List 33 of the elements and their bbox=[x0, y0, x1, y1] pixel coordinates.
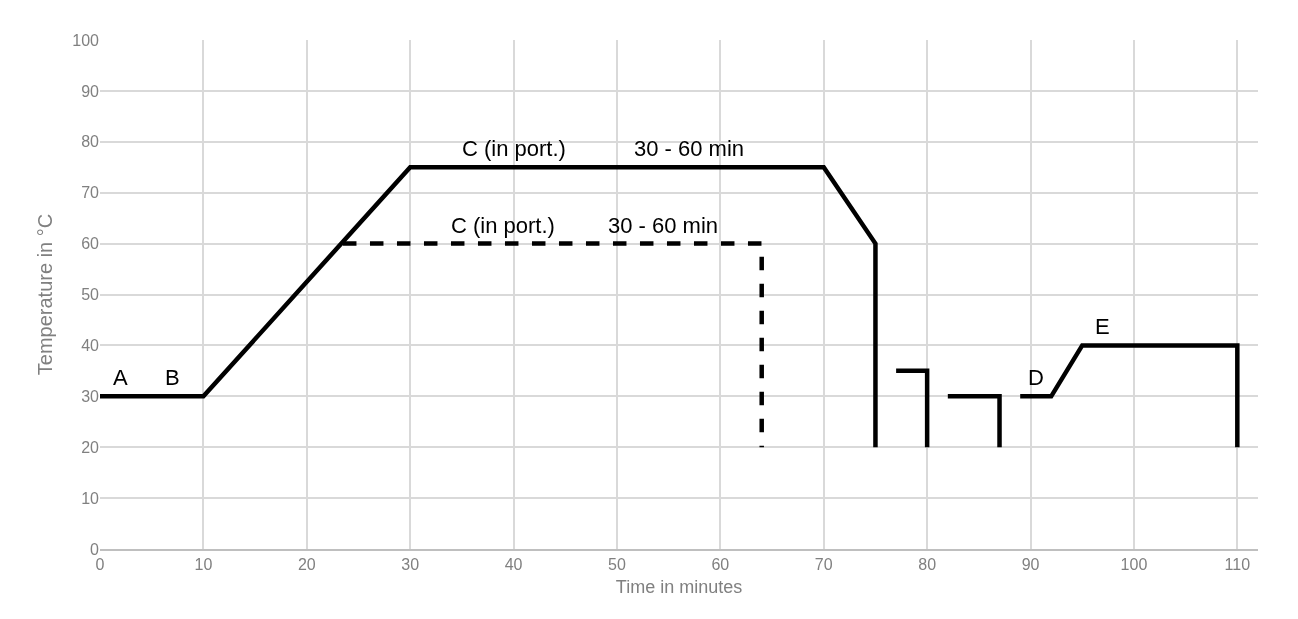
x-tick-label: 110 bbox=[1224, 556, 1251, 574]
annotation: 30 - 60 min bbox=[608, 213, 719, 238]
annotation: C (in port.) bbox=[462, 136, 566, 161]
x-tick-label: 40 bbox=[504, 556, 523, 574]
x-tick-label: 60 bbox=[711, 556, 730, 574]
x-tick-label: 100 bbox=[1120, 556, 1148, 574]
x-tick-label: 70 bbox=[814, 556, 833, 574]
x-tick-label: 50 bbox=[608, 556, 626, 574]
x-axis-title: Time in minutes bbox=[615, 576, 743, 597]
annotation: 30 - 60 min bbox=[634, 136, 745, 161]
annotation: C (in port.) bbox=[451, 213, 555, 238]
y-tick-label: 20 bbox=[81, 438, 100, 456]
y-tick-label: 100 bbox=[72, 31, 100, 49]
y-axis-title: Temperature in °C bbox=[33, 213, 56, 376]
annotation: A bbox=[113, 365, 128, 390]
x-tick-label: 80 bbox=[918, 556, 937, 574]
annotation: B bbox=[165, 365, 180, 390]
annotation: D bbox=[1028, 365, 1044, 390]
x-tick-label: 30 bbox=[401, 556, 420, 574]
y-tick-label: 80 bbox=[81, 133, 100, 151]
y-tick-label: 30 bbox=[81, 387, 100, 405]
y-tick-label: 60 bbox=[81, 235, 100, 253]
y-tick-label: 40 bbox=[81, 337, 100, 354]
x-tick-label: 90 bbox=[1021, 556, 1040, 574]
annotation: E bbox=[1095, 314, 1110, 339]
y-tick-label: 0 bbox=[90, 540, 100, 558]
y-tick-label: 90 bbox=[81, 82, 100, 100]
y-tick-label: 50 bbox=[81, 286, 100, 304]
line-series bbox=[100, 165, 878, 450]
x-tick-label: 10 bbox=[194, 556, 213, 574]
y-tick-label: 10 bbox=[81, 489, 100, 507]
y-tick-label: 70 bbox=[81, 184, 100, 202]
x-tick-label: 20 bbox=[297, 556, 316, 574]
